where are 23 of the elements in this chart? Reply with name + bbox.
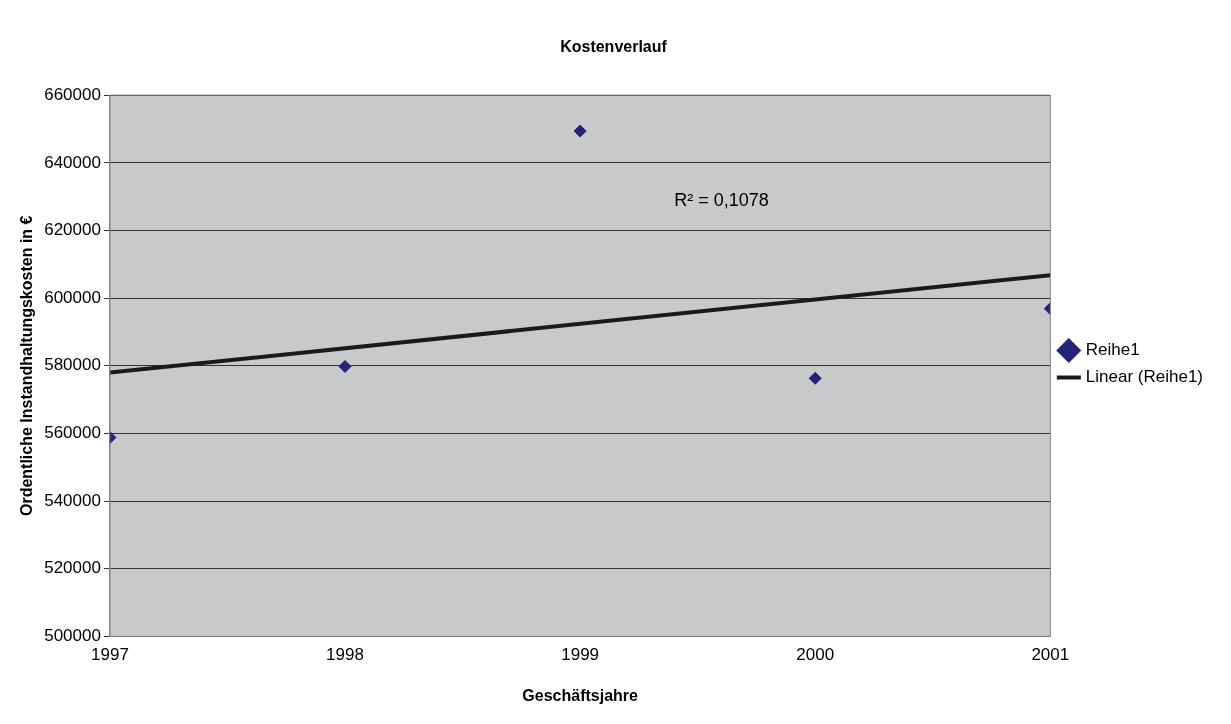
x-tick-label: 1998 <box>326 645 364 665</box>
legend-label: Linear (Reihe1) <box>1085 367 1204 387</box>
y-tick-label: 520000 <box>44 558 101 578</box>
y-axis-title: Ordentliche Instandhaltungskosten in € <box>18 215 36 517</box>
point <box>338 359 352 373</box>
y-tick-label: 580000 <box>44 355 101 375</box>
chart-title: Kostenverlauf <box>560 38 668 56</box>
y-tick-label: 540000 <box>44 490 101 510</box>
y-tick-label: 640000 <box>44 152 101 172</box>
x-axis-title: Geschäftsjahre <box>522 686 639 704</box>
y-tick-label: 660000 <box>44 84 101 104</box>
x-tick-label: 1997 <box>91 645 129 665</box>
y-tick-label: 500000 <box>44 626 101 646</box>
y-tick-label: 600000 <box>44 287 101 307</box>
point <box>808 371 822 385</box>
y-tick-label: 560000 <box>44 423 101 443</box>
x-tick-label: 2001 <box>1031 645 1070 665</box>
point <box>573 124 587 138</box>
annotation: R² = 0,1078 <box>674 189 769 210</box>
x-tick-label: 1999 <box>561 645 600 665</box>
x-tick-label: 2000 <box>796 645 835 665</box>
legend-label: Reihe1 <box>1085 340 1140 360</box>
y-tick-label: 620000 <box>44 220 101 240</box>
